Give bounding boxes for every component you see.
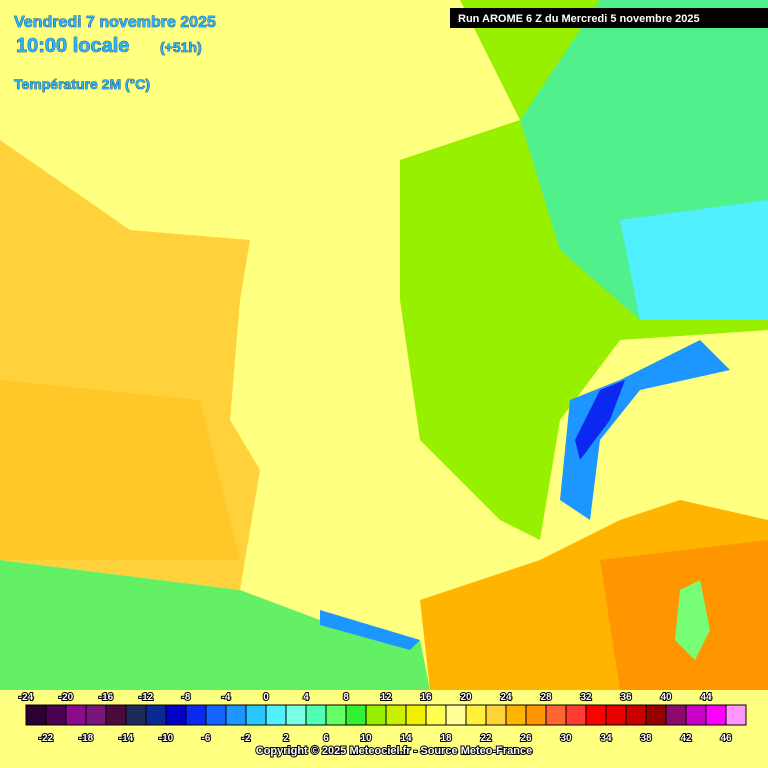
legend-swatch (325, 704, 347, 726)
legend-label: -6 (202, 733, 211, 744)
legend-label: 46 (720, 733, 732, 744)
legend-label: 20 (460, 692, 472, 703)
legend-label: -22 (39, 733, 54, 744)
legend-label: -20 (59, 692, 74, 703)
legend-swatch (625, 704, 647, 726)
legend-label: 24 (500, 692, 512, 703)
legend-label: 6 (323, 733, 329, 744)
lead-label: (+51h) (160, 39, 202, 55)
date-label: Vendredi 7 novembre 2025 (14, 14, 216, 31)
legend-swatch (105, 704, 127, 726)
time-label: 10:00 locale (16, 35, 129, 57)
legend-label: 32 (580, 692, 592, 703)
variable-label: Température 2M (°C) (14, 76, 150, 92)
legend-label: -16 (99, 692, 114, 703)
atlantic-warm (0, 380, 240, 560)
legend-swatch (65, 704, 87, 726)
legend-swatch (725, 704, 747, 726)
legend-swatch (225, 704, 247, 726)
legend-swatch (585, 704, 607, 726)
legend-swatch (265, 704, 287, 726)
corsica (675, 580, 710, 660)
legend-swatch (85, 704, 107, 726)
legend-swatch (305, 704, 327, 726)
legend-label: 12 (380, 692, 392, 703)
pyrenees (320, 610, 420, 650)
legend-swatch (145, 704, 167, 726)
legend-label: -14 (119, 733, 134, 744)
legend-swatch (645, 704, 667, 726)
legend-label: 30 (560, 733, 572, 744)
legend-label: 0 (263, 692, 269, 703)
legend-swatch (25, 704, 47, 726)
legend-label: 44 (700, 692, 712, 703)
legend-label: 16 (420, 692, 432, 703)
legend-swatch (545, 704, 567, 726)
legend-label: 4 (303, 692, 309, 703)
alps-peak (575, 380, 625, 460)
legend-swatch (445, 704, 467, 726)
legend-label: 18 (440, 733, 452, 744)
legend-label: 40 (660, 692, 672, 703)
copyright: Copyright © 2025 Meteociel.fr - Source M… (256, 745, 532, 757)
legend-swatch (485, 704, 507, 726)
legend-swatch (685, 704, 707, 726)
legend-label: 28 (540, 692, 552, 703)
legend-swatch (245, 704, 267, 726)
legend-label: 8 (343, 692, 349, 703)
legend-label: -8 (182, 692, 191, 703)
legend-swatch (665, 704, 687, 726)
legend-swatch (465, 704, 487, 726)
legend-label: -4 (222, 692, 231, 703)
run-banner (450, 8, 768, 28)
legend-swatch (565, 704, 587, 726)
legend-label: -2 (242, 733, 251, 744)
legend-label: 42 (680, 733, 692, 744)
legend-label: 14 (400, 733, 412, 744)
legend-swatch (405, 704, 427, 726)
legend-swatch (45, 704, 67, 726)
legend-label: -18 (79, 733, 94, 744)
legend-swatch (365, 704, 387, 726)
legend-label: 36 (620, 692, 632, 703)
bavaria-cyan (620, 200, 768, 320)
legend-swatch (165, 704, 187, 726)
legend-label: 22 (480, 733, 492, 744)
spain-north (0, 560, 430, 690)
legend-swatch (605, 704, 627, 726)
legend-label: 26 (520, 733, 532, 744)
legend-label: 10 (360, 733, 372, 744)
legend-label: -12 (139, 692, 154, 703)
legend-label: 38 (640, 733, 652, 744)
legend-swatch (125, 704, 147, 726)
legend-label: 2 (283, 733, 289, 744)
legend-swatch (425, 704, 447, 726)
legend-swatch (185, 704, 207, 726)
legend-swatch (285, 704, 307, 726)
legend: -24-22-20-18-16-14-12-10-8-6-4-202468101… (18, 691, 747, 745)
legend-area (0, 690, 768, 768)
legend-swatch (205, 704, 227, 726)
legend-label: -24 (19, 692, 34, 703)
legend-swatch (505, 704, 527, 726)
legend-swatch (385, 704, 407, 726)
legend-swatch (525, 704, 547, 726)
legend-label: -10 (159, 733, 174, 744)
legend-label: 34 (600, 733, 612, 744)
legend-swatch (345, 704, 367, 726)
run-label: Run AROME 6 Z du Mercredi 5 novembre 202… (458, 13, 700, 25)
legend-swatch (705, 704, 727, 726)
